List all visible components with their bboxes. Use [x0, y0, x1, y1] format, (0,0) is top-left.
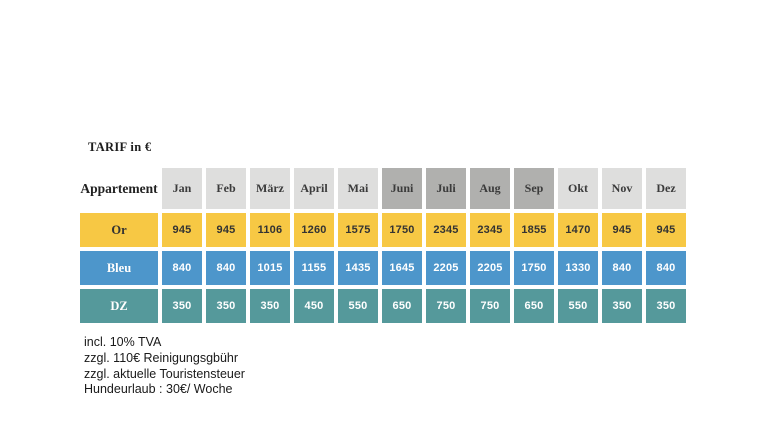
month-header-okt: Okt [558, 168, 598, 209]
price-cell-dz-juni: 650 [382, 289, 422, 323]
price-cell-or-feb: 945 [206, 213, 246, 247]
footnote-line-3: zzgl. aktuelle Touristensteuer [84, 366, 245, 381]
price-cell-or-mai: 1575 [338, 213, 378, 247]
month-header-feb: Feb [206, 168, 246, 209]
price-cell-dz-jan: 350 [162, 289, 202, 323]
footnote-line-2: zzgl. 110€ Reinigungsgbühr [84, 350, 239, 365]
month-header-nov: Nov [602, 168, 642, 209]
row-label-dz: DZ [80, 289, 158, 323]
price-cell-or-märz: 1106 [250, 213, 290, 247]
price-cell-dz-juli: 750 [426, 289, 466, 323]
price-cell-bleu-märz: 1015 [250, 251, 290, 285]
price-cell-bleu-mai: 1435 [338, 251, 378, 285]
price-cell-or-juni: 1750 [382, 213, 422, 247]
month-header-sep: Sep [514, 168, 554, 209]
price-cell-bleu-nov: 840 [602, 251, 642, 285]
price-cell-dz-aug: 750 [470, 289, 510, 323]
price-cell-or-sep: 1855 [514, 213, 554, 247]
month-header-mai: Mai [338, 168, 378, 209]
price-cell-or-juli: 2345 [426, 213, 466, 247]
price-cell-dz-april: 450 [294, 289, 334, 323]
price-cell-bleu-juni: 1645 [382, 251, 422, 285]
price-cell-dz-okt: 550 [558, 289, 598, 323]
price-cell-or-jan: 945 [162, 213, 202, 247]
price-cell-or-dez: 945 [646, 213, 686, 247]
price-cell-or-april: 1260 [294, 213, 334, 247]
footnote-line-1: incl. 10% TVA [84, 335, 162, 349]
price-cell-dz-sep: 650 [514, 289, 554, 323]
month-header-juli: Juli [426, 168, 466, 209]
row-label-bleu: Bleu [80, 251, 158, 285]
price-cell-dz-dez: 350 [646, 289, 686, 323]
footnote-line-4: Hundeurlaub : 30€/ Woche [84, 382, 233, 397]
month-header-märz: März [250, 168, 290, 209]
price-cell-dz-nov: 350 [602, 289, 642, 323]
price-cell-bleu-okt: 1330 [558, 251, 598, 285]
month-header-aug: Aug [470, 168, 510, 209]
price-cell-bleu-aug: 2205 [470, 251, 510, 285]
tariff-table: Appartement Jan Feb März April Mai Juni Juli Aug… [80, 168, 686, 323]
price-cell-or-aug: 2345 [470, 213, 510, 247]
column-header-appartement: Appartement [80, 168, 158, 209]
price-cell-bleu-jan: 840 [162, 251, 202, 285]
price-cell-bleu-sep: 1750 [514, 251, 554, 285]
price-cell-bleu-feb: 840 [206, 251, 246, 285]
price-cell-or-okt: 1470 [558, 213, 598, 247]
month-header-april: April [294, 168, 334, 209]
page-title: TARIF in € [88, 140, 152, 154]
price-cell-dz-märz: 350 [250, 289, 290, 323]
price-cell-dz-feb: 350 [206, 289, 246, 323]
price-cell-or-nov: 945 [602, 213, 642, 247]
price-cell-bleu-dez: 840 [646, 251, 686, 285]
footnotes: incl. 10% TVA zzgl. 110€ Reinigungsgbühr z… [84, 335, 245, 398]
price-cell-bleu-april: 1155 [294, 251, 334, 285]
price-cell-dz-mai: 550 [338, 289, 378, 323]
price-cell-bleu-juli: 2205 [426, 251, 466, 285]
month-header-jan: Jan [162, 168, 202, 209]
month-header-dez: Dez [646, 168, 686, 209]
row-label-or: Or [80, 213, 158, 247]
month-header-juni: Juni [382, 168, 422, 209]
